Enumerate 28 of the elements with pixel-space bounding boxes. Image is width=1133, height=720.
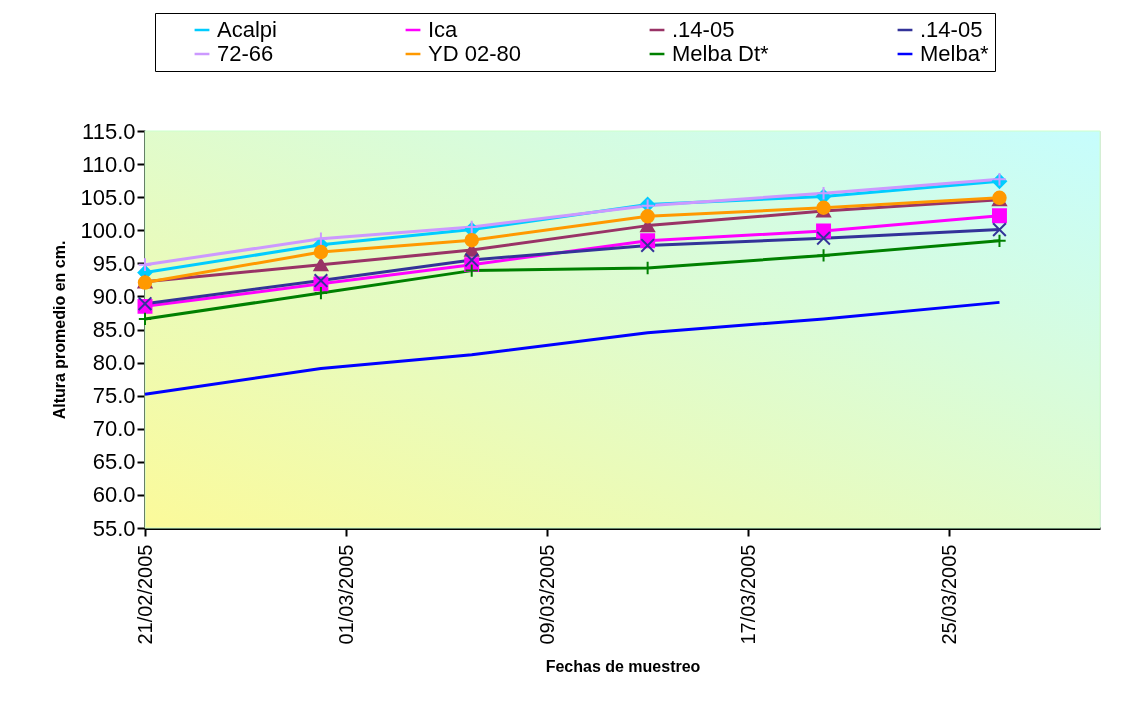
y-tick-label: 105.0	[80, 184, 136, 210]
y-tick-label: 55.0	[92, 515, 136, 541]
y-tick-label: 115.0	[82, 118, 136, 144]
y-tick-label: 70.0	[92, 416, 136, 442]
x-tick-label: 25/03/2005	[937, 544, 960, 645]
y-tick-label: 95.0	[92, 250, 136, 276]
y-tick-label: 85.0	[92, 317, 136, 342]
legend-label: 72-66	[217, 41, 274, 66]
legend-label: .14-05	[672, 17, 735, 42]
y-tick-label: 75.0	[92, 383, 136, 409]
x-tick-label: 17/03/2005	[736, 544, 759, 645]
legend-label: Acalpi	[217, 17, 277, 42]
x-tick-label: 21/02/2005	[133, 544, 156, 645]
y-axis-title: Altura promedio en cm.	[51, 240, 69, 420]
legend-label: Melba*	[920, 41, 989, 66]
y-tick-label: 90.0	[92, 283, 136, 309]
y-tick-label: 110.0	[82, 151, 136, 177]
y-tick-label: 65.0	[92, 449, 136, 475]
legend-label: YD 02-80	[428, 41, 521, 66]
legend-label: .14-05	[920, 17, 983, 42]
legend-label: Melba Dt*	[672, 41, 770, 66]
x-tick-label: 01/03/2005	[334, 544, 357, 645]
y-tick-label: 80.0	[92, 350, 136, 376]
x-axis-title: Fechas de muestreo	[545, 657, 701, 675]
y-tick-label: 100.0	[80, 217, 136, 243]
y-tick-label: 60.0	[92, 482, 136, 508]
x-tick-label: 09/03/2005	[535, 544, 558, 645]
legend-label: Ica	[428, 17, 459, 42]
